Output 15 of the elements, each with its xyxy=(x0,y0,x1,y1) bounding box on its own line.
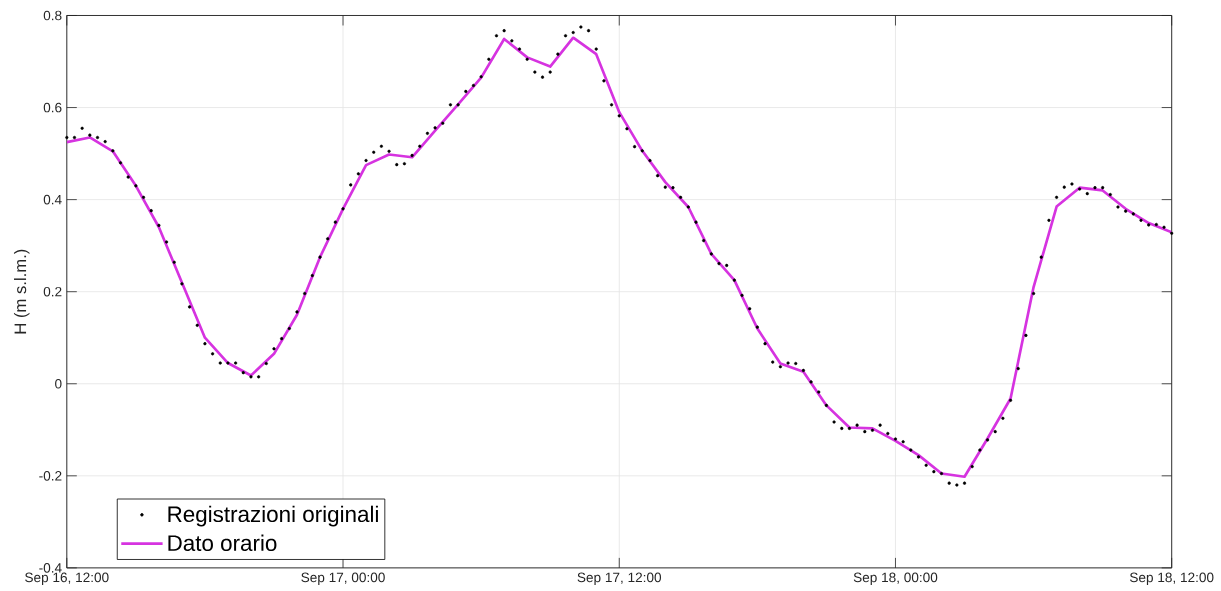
x-tick-label: Sep 18, 00:00 xyxy=(853,572,938,585)
x-tick-label: Sep 17, 12:00 xyxy=(577,572,662,585)
y-tick-label: 0.2 xyxy=(43,286,62,297)
y-tick-label: 0 xyxy=(55,378,62,389)
y-tick-label: -0.2 xyxy=(39,471,62,481)
y-tick-label: 0.6 xyxy=(43,102,62,113)
y-tick-label: -0.4 xyxy=(39,563,62,573)
x-tick-label: Sep 16, 12:00 xyxy=(25,572,109,585)
x-tick-label: Sep 17, 00:00 xyxy=(301,572,385,585)
y-axis-title: H (m s.l.m.) xyxy=(13,249,30,334)
legend-label: Registrazioni originali xyxy=(168,505,378,527)
y-tick-label: 0.8 xyxy=(43,10,62,21)
x-tick-label: Sep 18, 12:00 xyxy=(1129,572,1214,585)
legend-label: Dato orario xyxy=(168,534,277,552)
y-tick-label: 0.4 xyxy=(43,194,62,205)
